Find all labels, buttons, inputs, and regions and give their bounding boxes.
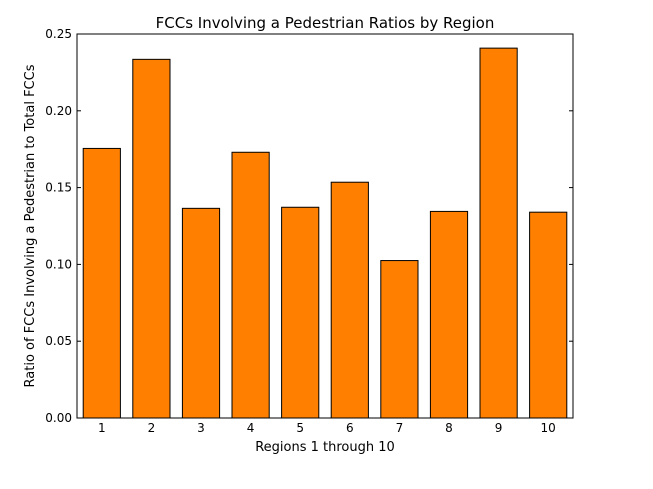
x-tick-label: 4 [247, 421, 255, 435]
plot-frame [76, 33, 574, 419]
bar-region-7 [380, 260, 419, 419]
bar-region-10 [529, 211, 568, 419]
y-tick-label: 0.20 [45, 104, 72, 118]
bar-region-6 [330, 181, 369, 419]
x-tick-label: 7 [396, 421, 404, 435]
bar-region-3 [181, 207, 221, 419]
ticks-group: 1 2 3 4 5 6 7 8 9 10 0.00 0.05 0.10 0.15 0.20 0.25 [45, 27, 573, 435]
bar-region-4 [231, 151, 270, 419]
x-tick-label: 3 [197, 421, 205, 435]
chart-title: FCCs Involving a Pedestrian Ratios by Re… [156, 14, 495, 32]
y-tick-label: 0.10 [45, 257, 72, 271]
y-tick-label: 0.05 [45, 334, 72, 348]
bar-region-5 [281, 206, 320, 419]
bar-region-1 [82, 147, 121, 419]
x-tick-label: 2 [148, 421, 156, 435]
x-tick-label: 9 [495, 421, 503, 435]
bar-region-2 [132, 58, 171, 419]
bar-region-8 [429, 210, 469, 419]
x-tick-label: 5 [296, 421, 304, 435]
x-tick-label: 6 [346, 421, 354, 435]
y-axis-label: Ratio of FCCs Involving a Pedestrian to … [23, 64, 38, 387]
x-tick-label: 8 [445, 421, 453, 435]
y-tick-label: 0.15 [45, 181, 72, 195]
y-tick-label: 0.00 [45, 411, 72, 425]
x-tick-label: 10 [541, 421, 556, 435]
x-axis-label: Regions 1 through 10 [255, 440, 395, 455]
bars-group [82, 47, 568, 419]
bar-region-9 [479, 47, 518, 419]
x-tick-label: 1 [98, 421, 106, 435]
y-tick-label: 0.25 [45, 27, 72, 41]
